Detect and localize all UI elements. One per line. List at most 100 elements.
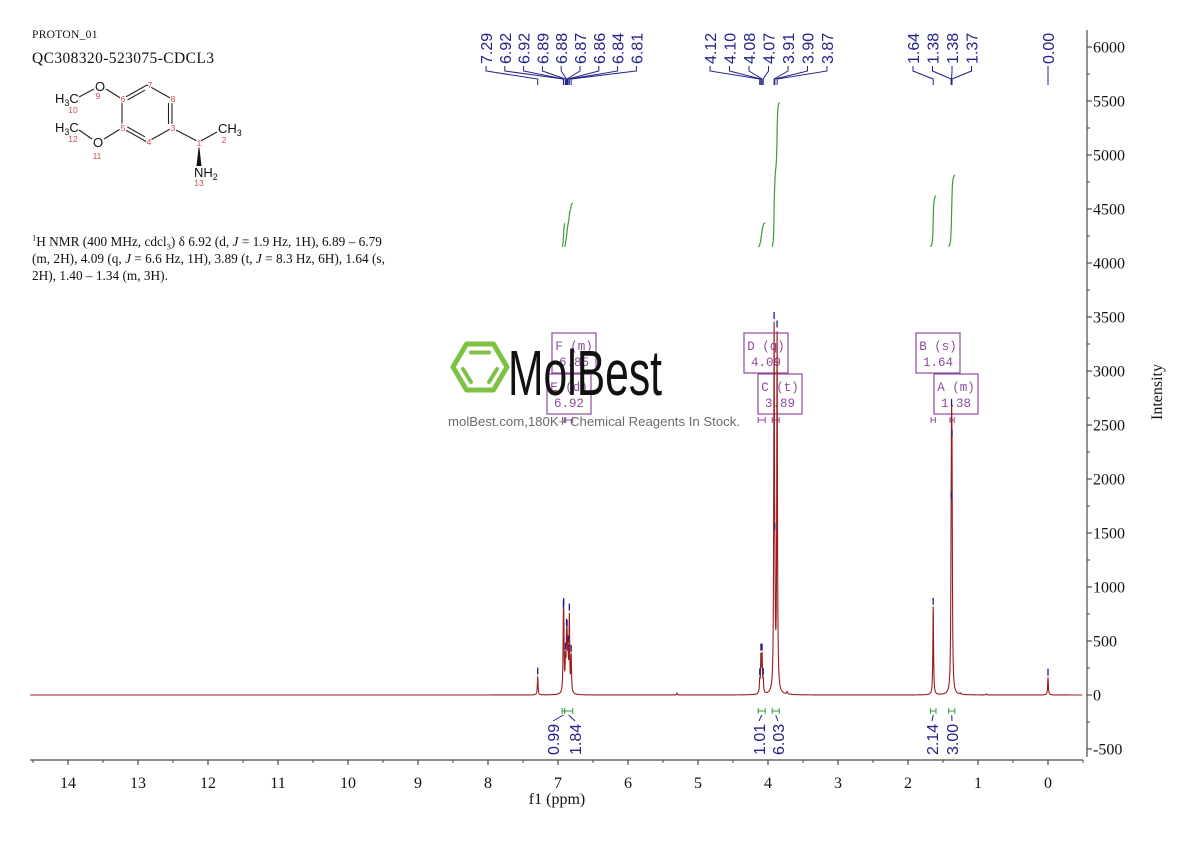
sample-id: QC308320-523075-CDCL3 xyxy=(32,50,215,67)
atom-text: CH xyxy=(218,121,237,136)
y-tick-label: 1000 xyxy=(1093,580,1125,597)
multiplet-label: E (d) xyxy=(550,381,588,395)
nmr-text-segment: H NMR (400 MHz, cdcl xyxy=(36,234,167,249)
atom-number-2: 2 xyxy=(222,135,227,145)
bonds xyxy=(78,84,218,143)
x-tick-label: 2 xyxy=(904,775,912,792)
integral-curve xyxy=(757,222,766,248)
atom-number-13: 13 xyxy=(194,178,204,188)
peak-label: 0.00 xyxy=(1041,33,1058,64)
atom-o11: O xyxy=(93,135,103,150)
peak-label: 6.92 xyxy=(517,33,534,64)
peak-label-connector xyxy=(709,66,761,85)
peak-label: 3.90 xyxy=(801,33,818,64)
nmr-summary-line: (m, 2H), 4.09 (q, J = 6.6 Hz, 1H), 3.89 … xyxy=(32,250,385,267)
x-tick-label: 10 xyxy=(340,775,356,792)
atom-number-5: 5 xyxy=(121,123,126,133)
watermark: MolBest molBest.com,180K+ Chemical Reage… xyxy=(448,337,740,429)
nmr-text-segment: J xyxy=(232,234,239,249)
multiplet-box-f[interactable]: F (m) 6.85 xyxy=(551,332,597,423)
multiplet-box-e[interactable]: E (d) 6.92 xyxy=(546,373,592,423)
bond-o11-c12 xyxy=(78,129,93,140)
multiplet-box-b[interactable]: B (s) 1.64 xyxy=(915,332,961,423)
integral-range-marker xyxy=(948,708,956,714)
spectrum-trace xyxy=(29,321,1083,696)
integral-value: 0.99 xyxy=(546,724,563,755)
integral-range-marker xyxy=(771,708,780,714)
atom-number-1: 1 xyxy=(197,138,202,148)
peak-label: 3.87 xyxy=(820,33,837,64)
integral-range-marker xyxy=(757,708,766,714)
nmr-text-segment: 3 xyxy=(166,241,171,252)
multiplet-box-frame xyxy=(743,332,789,374)
peak-label: 4.07 xyxy=(762,33,779,64)
integral-curve xyxy=(929,195,937,248)
atom-text: H xyxy=(55,91,64,106)
integral-label-leader xyxy=(775,714,779,722)
atom-text: C xyxy=(69,91,78,106)
y-tick-label: 6000 xyxy=(1093,40,1125,57)
integral-range-marker xyxy=(929,708,937,714)
integral-curve xyxy=(561,223,566,248)
multiplet-box-a[interactable]: A (m) 1.38 xyxy=(933,373,979,423)
brand-name: MolBest xyxy=(508,337,662,409)
x-tick-label: 3 xyxy=(834,775,842,792)
y-tick-label: -500 xyxy=(1093,742,1122,759)
y-tick-label: 3000 xyxy=(1093,364,1125,381)
multiplet-box-frame xyxy=(546,373,592,415)
y-tick-label: 3500 xyxy=(1093,310,1125,327)
x-tick-label: 0 xyxy=(1044,775,1052,792)
axes: f1 (ppm) Intensity 14 13 12 11 10 9 8 7 6 5 4 3 2 1 0-… xyxy=(30,30,1166,808)
x-tick-label: 1 xyxy=(974,775,982,792)
peak-label-connector xyxy=(776,66,828,85)
y-tick-label: 0 xyxy=(1093,688,1101,705)
multiplet-label: C (t) xyxy=(761,381,799,395)
molecule-structure: O O H3C H3C CH3 NH2 1 2 3 4 5 6 7 8 9 10… xyxy=(55,79,242,190)
integral-value: 1.01 xyxy=(752,724,769,755)
peak-label-connector xyxy=(932,66,952,85)
peak-label: 3.91 xyxy=(781,33,798,64)
peak-label: 7.29 xyxy=(479,33,496,64)
x-tick-label: 6 xyxy=(624,775,632,792)
nmr-text-segment: = 6.6 Hz, 1H), 3.89 (t, xyxy=(130,251,256,266)
atom-text: C xyxy=(69,120,78,135)
y-tick-label: 500 xyxy=(1093,634,1117,651)
atom-subscript: 2 xyxy=(213,172,218,182)
multiplet-box-c[interactable]: C (t) 3.89 xyxy=(757,373,803,423)
multiplet-label: D (q) xyxy=(747,340,785,354)
integral-label-leader xyxy=(568,714,576,722)
multiplet-label: A (m) xyxy=(937,381,975,395)
integral-curve xyxy=(771,102,780,247)
x-tick-label: 7 xyxy=(554,775,562,792)
bond-c7-c8 xyxy=(146,84,173,100)
x-tick-label: 11 xyxy=(270,775,285,792)
y-tick-label: 2500 xyxy=(1093,418,1125,435)
multiplet-shift: 6.85 xyxy=(559,356,589,370)
peak-label: 6.88 xyxy=(554,33,571,64)
peak-label-connector xyxy=(485,66,539,85)
peak-label-connector xyxy=(566,66,581,85)
atom-ch3: CH3 xyxy=(218,121,242,138)
atom-number-10: 10 xyxy=(68,105,78,115)
multiplet-label: F (m) xyxy=(555,340,593,354)
y-tick-label: 4000 xyxy=(1093,256,1125,273)
peak-label: 1.37 xyxy=(965,33,982,64)
peak-label: 6.84 xyxy=(611,33,628,64)
atom-h3c-10: H3C xyxy=(55,91,79,108)
atom-numbering: 1 2 3 4 5 6 7 8 9 10 11 12 13 xyxy=(67,79,228,190)
bond-c6-o9 xyxy=(105,88,123,100)
atom-subscript: 3 xyxy=(237,128,242,138)
wedge-bond-c1-n13 xyxy=(196,144,202,166)
peak-label-connector xyxy=(541,66,566,85)
atom-h3c-12: H3C xyxy=(55,120,79,137)
integral-value: 6.03 xyxy=(771,724,788,755)
spectrum-line xyxy=(29,321,1083,696)
bond-c1-c2 xyxy=(198,131,218,143)
peak-label: 6.92 xyxy=(498,33,515,64)
nmr-text-segment: (m, 2H), 4.09 (q, xyxy=(32,251,126,266)
bond-c6-c7-inner xyxy=(127,89,146,101)
multiplet-annotations: F (m)6.85E (d)6.92D (q)4.09C (t)3.89B (s… xyxy=(546,332,979,423)
atom-text: H xyxy=(55,120,64,135)
atom-nh2: NH2 xyxy=(194,165,218,182)
bond-c4-c5-inner xyxy=(127,126,146,138)
